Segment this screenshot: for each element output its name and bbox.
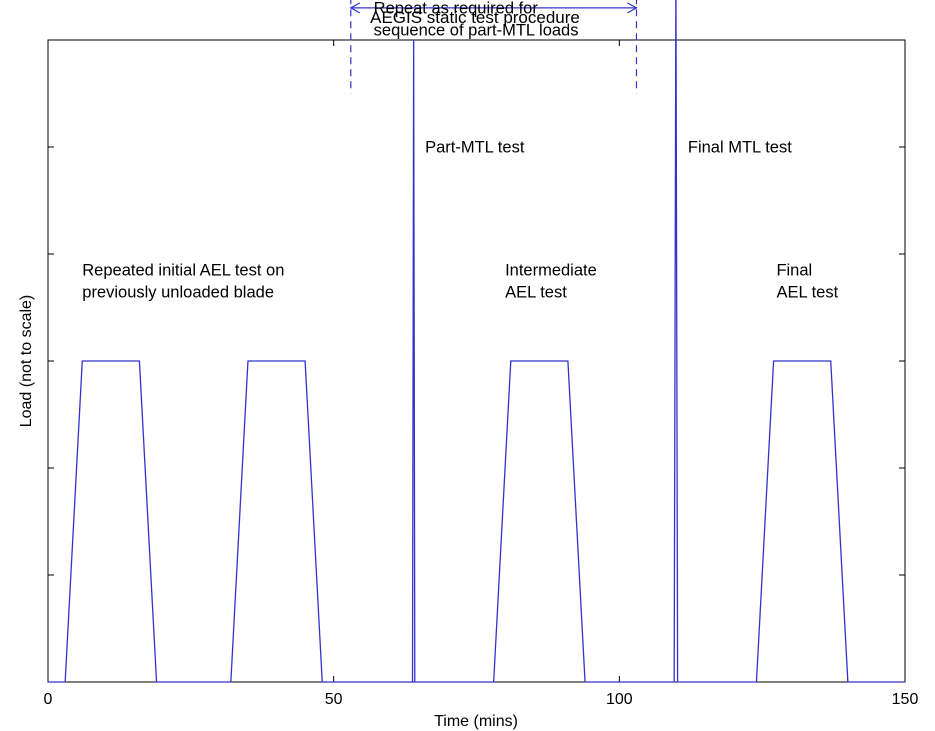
annotation-label: Repeat as required for sequence of part-M… — [374, 0, 579, 39]
series-line — [48, 0, 905, 683]
repeat-bracket — [349, 0, 638, 94]
x-tick-label: 0 — [44, 691, 53, 708]
annotation-label: Final AEL test — [776, 261, 838, 301]
x-axis-label: Time (mins) — [434, 713, 518, 730]
x-tick-label: 50 — [325, 691, 343, 708]
bracket-right-arrowhead — [627, 2, 638, 14]
annotation-label: Repeated initial AEL test on previously u… — [82, 261, 284, 301]
annotation-label: Intermediate AEL test — [505, 261, 597, 301]
annotation-label: Part-MTL test — [425, 138, 525, 156]
x-tick-label: 100 — [606, 691, 633, 708]
y-axis-ticks — [48, 39, 905, 683]
series-layer — [48, 0, 905, 683]
annotation-layer: Repeated initial AEL test on previously u… — [82, 0, 838, 301]
chart-title: AEGIS static test procedure — [370, 8, 580, 27]
x-axis-ticks: 0 50 100 150 — [44, 40, 919, 708]
y-axis-label: Load (not to scale) — [18, 295, 35, 428]
bracket-left-arrowhead — [349, 2, 361, 14]
annotation-label: Final MTL test — [688, 138, 792, 156]
x-tick-label: 150 — [892, 691, 919, 708]
